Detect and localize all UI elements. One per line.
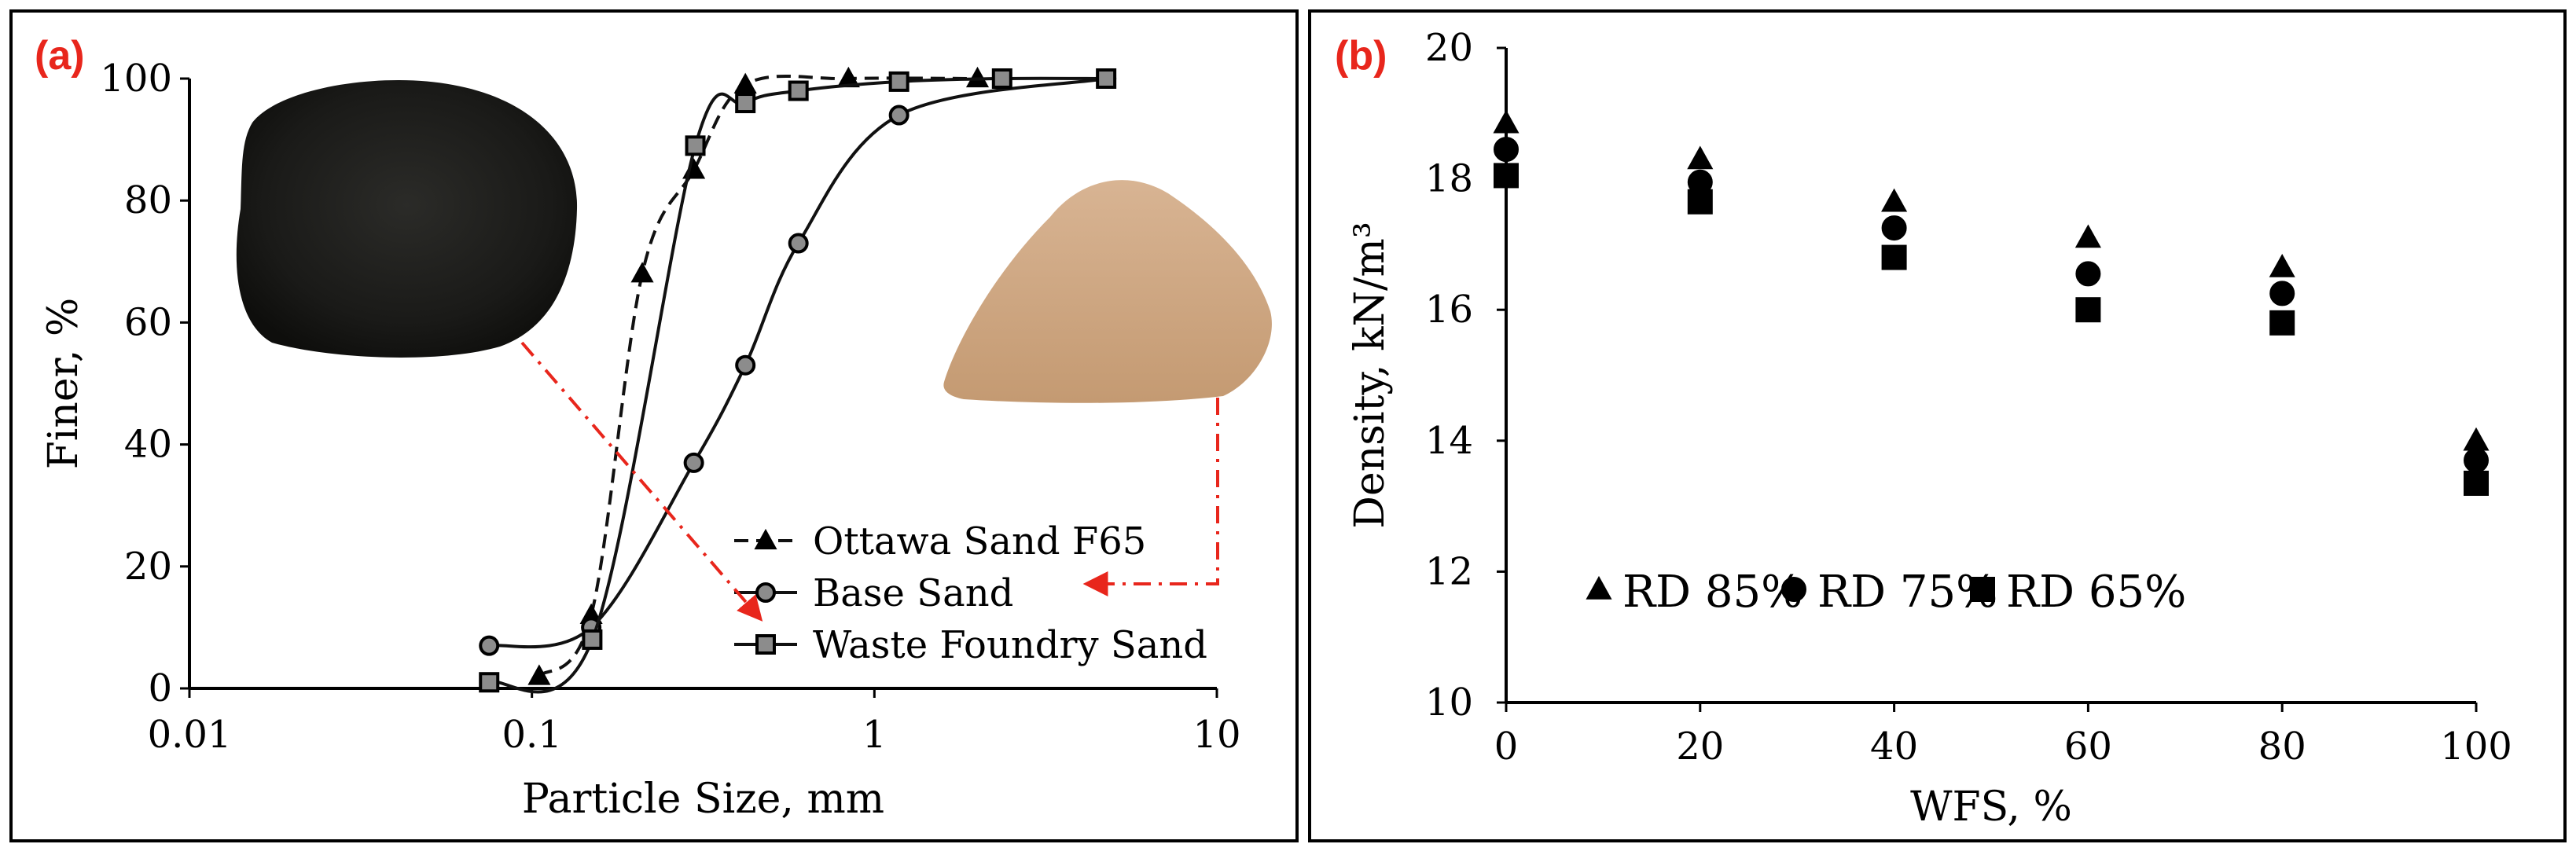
y-axis-title: Density, kN/m³ xyxy=(1347,222,1394,528)
data-point-triangle xyxy=(1493,109,1520,134)
data-point-triangle xyxy=(2463,427,2490,451)
x-axis-title: WFS, % xyxy=(1910,783,2072,831)
y-tick-label: 60 xyxy=(124,300,172,344)
y-tick-label: 40 xyxy=(124,423,172,467)
data-point-triangle xyxy=(630,262,654,283)
legend-marker-square xyxy=(1970,577,1995,602)
x-tick-label: 0.1 xyxy=(502,713,561,757)
data-point-square xyxy=(1494,163,1519,189)
legend-marker-square xyxy=(755,634,776,655)
data-point-square xyxy=(582,629,603,650)
x-tick-label: 1 xyxy=(862,713,887,757)
legend-marker-circle xyxy=(755,582,776,603)
x-tick-label: 80 xyxy=(2258,725,2306,769)
data-point-square xyxy=(735,93,756,114)
panel-label: (a) xyxy=(35,33,85,79)
data-point-square xyxy=(685,135,706,156)
x-tick-label: 0.01 xyxy=(148,713,232,757)
y-tick-label: 10 xyxy=(1425,681,1473,725)
legend-label: Base Sand xyxy=(813,571,1013,615)
x-tick-label: 100 xyxy=(2440,725,2512,769)
y-tick-label: 20 xyxy=(1425,26,1473,70)
data-point-square xyxy=(1881,244,1907,270)
panel-a: (a) 0 20 40 60 80 100 0.01 0.1 1 10 Particle Size, … xyxy=(9,9,1299,842)
y-tick-label: 16 xyxy=(1425,288,1473,332)
x-tick-label: 60 xyxy=(2064,725,2112,769)
data-point-triangle xyxy=(2269,253,2295,277)
data-point-square xyxy=(788,80,809,101)
legend-marker-triangle xyxy=(1586,575,1612,600)
data-point-square xyxy=(888,71,910,92)
data-point-square xyxy=(2269,310,2295,336)
data-point-square xyxy=(991,68,1012,89)
data-point-circle xyxy=(2075,261,2101,287)
data-point-triangle xyxy=(733,72,757,94)
y-tick-label: 18 xyxy=(1425,157,1473,201)
legend-label: RD 65% xyxy=(2006,567,2186,618)
legend-label: Ottawa Sand F65 xyxy=(813,519,1146,563)
data-point-circle xyxy=(2269,281,2295,306)
density-chart: (b) 10 12 14 16 18 20 0 20 40 60 80 100 WFS, % Density… xyxy=(1335,26,2512,831)
arrow-to-waste-foundry-sand xyxy=(520,341,763,622)
data-point-triangle xyxy=(2074,224,2101,248)
x-tick-label: 0 xyxy=(1494,725,1519,769)
y-tick-label: 0 xyxy=(148,666,172,710)
x-axis-title: Particle Size, mm xyxy=(522,776,884,823)
data-point-square xyxy=(1096,68,1117,89)
data-point-circle xyxy=(1494,137,1519,163)
x-tick-label: 10 xyxy=(1192,713,1240,757)
data-point-square xyxy=(1687,189,1713,215)
data-point-triangle xyxy=(1881,188,1908,212)
data-point-triangle xyxy=(1687,145,1714,170)
arrow-to-base-sand xyxy=(1082,398,1219,596)
y-tick-label: 14 xyxy=(1425,419,1473,463)
data-point-circle xyxy=(735,354,756,376)
panel-label: (b) xyxy=(1335,33,1387,79)
tan-sand-photo xyxy=(943,180,1272,403)
data-point-circle xyxy=(1881,215,1907,241)
data-point-square xyxy=(2075,297,2101,323)
x-tick-label: 40 xyxy=(1870,725,1918,769)
legend-label: RD 85% xyxy=(1622,567,1802,618)
y-tick-label: 20 xyxy=(124,545,172,589)
data-point-circle xyxy=(2464,447,2489,473)
y-tick-label: 12 xyxy=(1425,549,1473,593)
panel-b: (b) 10 12 14 16 18 20 0 20 40 60 80 100 WFS, % Density… xyxy=(1308,9,2567,842)
data-point-circle xyxy=(788,233,809,254)
x-tick-label: 20 xyxy=(1676,725,1724,769)
data-point-circle xyxy=(479,635,500,656)
legend-marker-circle xyxy=(1781,577,1806,602)
data-point-circle xyxy=(683,452,704,473)
data-point-circle xyxy=(888,105,910,126)
legend-label: RD 75% xyxy=(1817,567,1997,618)
y-tick-label: 80 xyxy=(124,178,172,222)
data-point-triangle xyxy=(527,664,551,685)
black-sand-photo xyxy=(236,79,578,358)
data-point-square xyxy=(2464,470,2489,496)
gradation-chart: (a) 0 20 40 60 80 100 0.01 0.1 1 10 Particle Size, … xyxy=(35,33,1272,823)
legend-marker-triangle xyxy=(754,528,777,550)
y-tick-label: 100 xyxy=(100,57,172,101)
data-point-square xyxy=(479,672,500,693)
legend-label: Waste Foundry Sand xyxy=(813,623,1207,667)
y-axis-title: Finer, % xyxy=(40,298,87,470)
